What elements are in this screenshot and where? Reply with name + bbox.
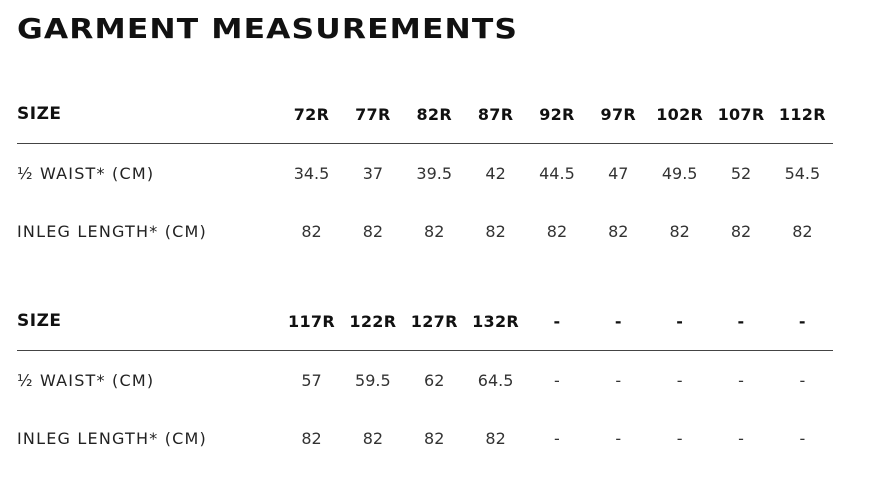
size-header-cell: 82R (416, 104, 452, 124)
value-cell: 52 (730, 163, 752, 183)
page-title: GARMENT MEASUREMENTS (17, 12, 519, 45)
value-cell: - (676, 428, 683, 448)
value-cell: 57 (301, 370, 322, 390)
size-header-cell: - (614, 311, 622, 331)
value-cell: - (554, 370, 560, 390)
value-cell: 82 (485, 221, 506, 241)
value-cell: 82 (669, 221, 690, 241)
table-row: INLEG LENGTH* (CM) 82 82 82 82 - - - - - (17, 409, 833, 467)
value-cell: 64.5 (477, 370, 514, 390)
size-header-cell: 77R (355, 104, 391, 124)
size-header-cell: 87R (477, 104, 514, 124)
size-header-cell: 107R (717, 104, 765, 124)
size-header-cell: 92R (539, 104, 575, 124)
value-cell: 49.5 (661, 163, 698, 183)
header-label: SIZE (17, 311, 62, 331)
table-row: INLEG LENGTH* (CM) 82 82 82 82 82 82 82 82 82 (17, 202, 833, 260)
value-cell: - (554, 428, 560, 448)
value-cell: 59.5 (355, 370, 391, 390)
size-header-cell: 132R (472, 311, 520, 331)
value-cell: 37 (362, 163, 384, 183)
size-header-cell: - (798, 311, 806, 331)
value-cell: 82 (301, 221, 322, 241)
value-cell: 82 (301, 428, 322, 448)
value-cell: 82 (792, 221, 813, 241)
size-header-cell: 72R (293, 104, 330, 124)
header-label: SIZE (17, 104, 62, 124)
value-cell: - (615, 370, 622, 390)
value-cell: 82 (424, 428, 445, 448)
size-header-cell: - (737, 311, 745, 331)
value-cell: 82 (362, 428, 384, 448)
size-header-cell: 97R (600, 104, 637, 124)
row-label: ½ WAIST* (CM) (17, 163, 155, 183)
value-cell: 54.5 (784, 163, 821, 183)
value-cell: 39.5 (416, 163, 453, 183)
table-header-row: SIZE 72R 77R 82R 87R 92R 97R 102R 107R 112R (17, 85, 833, 144)
value-cell: - (799, 370, 806, 390)
value-cell: 82 (546, 221, 568, 241)
measurement-table-2: SIZE 117R 122R 127R 132R - - - - - ½ WAIST* (CM) 57… (17, 292, 833, 467)
value-cell: 82 (362, 221, 384, 241)
value-cell: - (738, 428, 744, 448)
value-cell: 82 (424, 221, 445, 241)
value-cell: 42 (485, 163, 506, 183)
table-row: ½ WAIST* (CM) 34.5 37 39.5 42 44.5 47 49.5 52 54.… (17, 144, 833, 202)
value-cell: - (615, 428, 622, 448)
value-cell: - (676, 370, 683, 390)
row-label: INLEG LENGTH* (CM) (17, 428, 207, 448)
value-cell: 82 (730, 221, 752, 241)
size-header-cell: 112R (778, 104, 826, 124)
value-cell: 62 (424, 370, 445, 390)
size-header-cell: 122R (349, 311, 397, 331)
measurement-table-1: SIZE 72R 77R 82R 87R 92R 97R 102R 107R 112R ½ WAIS… (17, 85, 833, 260)
size-header-cell: - (553, 311, 561, 331)
value-cell: 82 (608, 221, 629, 241)
value-cell: 44.5 (539, 163, 575, 183)
value-cell: 34.5 (293, 163, 330, 183)
size-header-cell: 127R (410, 311, 458, 331)
value-cell: - (799, 428, 806, 448)
size-header-cell: 102R (656, 104, 704, 124)
value-cell: 47 (608, 163, 629, 183)
table-header-row: SIZE 117R 122R 127R 132R - - - - - (17, 292, 833, 351)
row-label: ½ WAIST* (CM) (17, 370, 155, 390)
size-header-cell: 117R (288, 311, 335, 331)
row-label: INLEG LENGTH* (CM) (17, 221, 207, 241)
value-cell: 82 (485, 428, 506, 448)
size-header-cell: - (676, 311, 684, 331)
value-cell: - (738, 370, 744, 390)
table-row: ½ WAIST* (CM) 57 59.5 62 64.5 - - - - - (17, 351, 833, 409)
